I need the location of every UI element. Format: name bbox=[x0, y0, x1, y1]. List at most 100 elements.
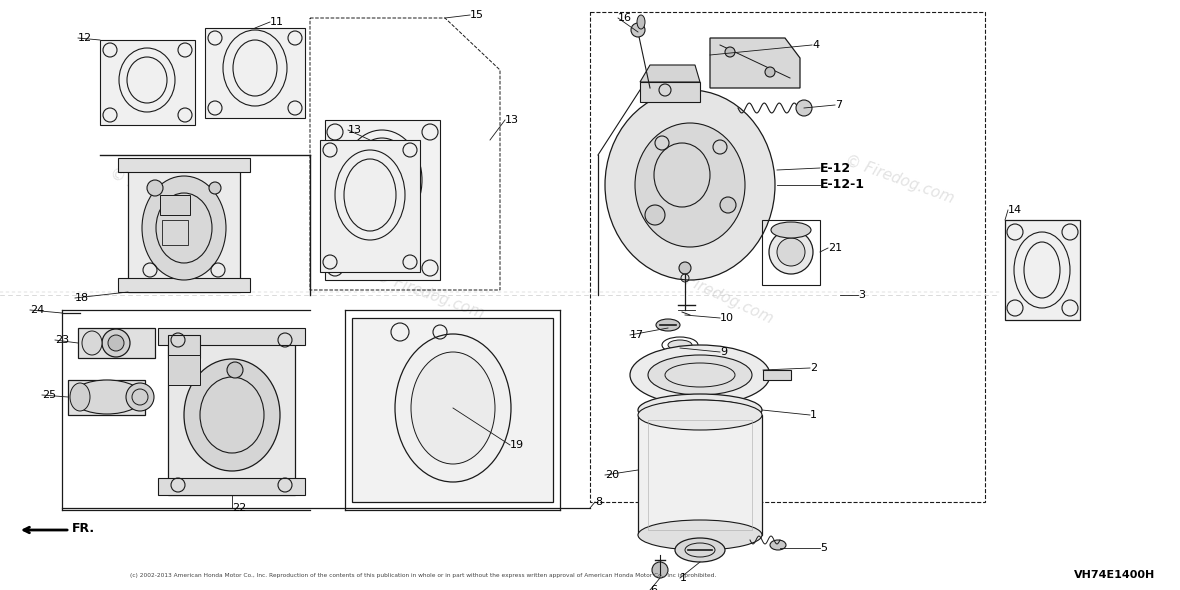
Ellipse shape bbox=[81, 331, 101, 355]
Polygon shape bbox=[68, 380, 145, 415]
Circle shape bbox=[631, 23, 645, 37]
Polygon shape bbox=[324, 120, 440, 280]
Polygon shape bbox=[168, 355, 199, 385]
Bar bbox=[638, 415, 762, 535]
Polygon shape bbox=[710, 38, 800, 88]
Polygon shape bbox=[168, 335, 295, 495]
Ellipse shape bbox=[1014, 232, 1070, 308]
Text: 25: 25 bbox=[42, 390, 57, 400]
Text: 23: 23 bbox=[55, 335, 70, 345]
Ellipse shape bbox=[184, 359, 280, 471]
Ellipse shape bbox=[637, 15, 645, 29]
Circle shape bbox=[109, 335, 124, 351]
Circle shape bbox=[227, 362, 243, 378]
Ellipse shape bbox=[411, 352, 494, 464]
Text: © Firedog.com: © Firedog.com bbox=[373, 268, 486, 322]
Text: E-12: E-12 bbox=[820, 162, 851, 175]
Ellipse shape bbox=[142, 176, 227, 280]
Text: © Firedog.com: © Firedog.com bbox=[844, 153, 957, 206]
Polygon shape bbox=[320, 140, 420, 272]
Text: 1: 1 bbox=[680, 573, 687, 583]
Ellipse shape bbox=[71, 380, 143, 414]
Text: 24: 24 bbox=[30, 305, 45, 315]
Text: 11: 11 bbox=[270, 17, 284, 27]
Ellipse shape bbox=[70, 383, 90, 411]
Text: 4: 4 bbox=[812, 40, 819, 50]
Text: (c) 2002-2013 American Honda Motor Co., Inc. Reproduction of the contents of thi: (c) 2002-2013 American Honda Motor Co., … bbox=[130, 572, 716, 578]
Text: © Firedog.com: © Firedog.com bbox=[106, 165, 214, 235]
Circle shape bbox=[765, 67, 775, 77]
Text: 5: 5 bbox=[820, 543, 827, 553]
Polygon shape bbox=[158, 328, 304, 345]
Text: 13: 13 bbox=[505, 115, 519, 125]
Text: 17: 17 bbox=[630, 330, 644, 340]
Circle shape bbox=[126, 383, 155, 411]
Text: FR.: FR. bbox=[72, 522, 96, 535]
Polygon shape bbox=[640, 82, 700, 102]
Polygon shape bbox=[352, 318, 553, 502]
Bar bbox=[648, 420, 752, 530]
Ellipse shape bbox=[119, 48, 175, 112]
Text: 14: 14 bbox=[1008, 205, 1022, 215]
Text: 15: 15 bbox=[470, 10, 484, 20]
Ellipse shape bbox=[605, 90, 775, 280]
Ellipse shape bbox=[675, 538, 725, 562]
Ellipse shape bbox=[395, 334, 511, 482]
Text: 9: 9 bbox=[720, 347, 727, 357]
Text: E-12-1: E-12-1 bbox=[820, 179, 865, 192]
Bar bbox=[590, 12, 985, 502]
Text: 6: 6 bbox=[650, 585, 657, 590]
Circle shape bbox=[725, 47, 735, 57]
Ellipse shape bbox=[638, 400, 762, 430]
Polygon shape bbox=[100, 40, 195, 125]
Text: 16: 16 bbox=[618, 13, 632, 23]
Circle shape bbox=[653, 562, 668, 578]
Text: 7: 7 bbox=[835, 100, 843, 110]
Bar bbox=[160, 195, 190, 215]
Text: VH74E1400H: VH74E1400H bbox=[1074, 570, 1155, 580]
Ellipse shape bbox=[638, 394, 762, 426]
Circle shape bbox=[645, 205, 666, 225]
Circle shape bbox=[720, 197, 736, 213]
Polygon shape bbox=[158, 478, 304, 495]
Text: 12: 12 bbox=[78, 33, 92, 43]
Ellipse shape bbox=[656, 319, 680, 331]
Bar bbox=[763, 370, 791, 380]
Text: 8: 8 bbox=[595, 497, 602, 507]
Ellipse shape bbox=[638, 520, 762, 550]
Circle shape bbox=[776, 238, 805, 266]
Polygon shape bbox=[168, 335, 199, 358]
Circle shape bbox=[209, 182, 221, 194]
Polygon shape bbox=[118, 278, 250, 292]
Text: 2: 2 bbox=[809, 363, 817, 373]
Ellipse shape bbox=[630, 345, 771, 405]
Circle shape bbox=[148, 180, 163, 196]
Polygon shape bbox=[118, 158, 250, 172]
Text: 10: 10 bbox=[720, 313, 734, 323]
Text: 1: 1 bbox=[809, 410, 817, 420]
Ellipse shape bbox=[668, 340, 691, 350]
Text: 13: 13 bbox=[348, 125, 362, 135]
Ellipse shape bbox=[335, 150, 405, 240]
Text: 3: 3 bbox=[858, 290, 865, 300]
Ellipse shape bbox=[771, 540, 786, 550]
Text: 19: 19 bbox=[510, 440, 524, 450]
Ellipse shape bbox=[223, 30, 287, 106]
Polygon shape bbox=[205, 28, 304, 118]
Polygon shape bbox=[127, 162, 240, 292]
Circle shape bbox=[101, 329, 130, 357]
Circle shape bbox=[796, 100, 812, 116]
Polygon shape bbox=[640, 65, 700, 82]
Polygon shape bbox=[78, 328, 155, 358]
Text: © Firedog.com: © Firedog.com bbox=[664, 264, 775, 326]
Ellipse shape bbox=[648, 355, 752, 395]
Ellipse shape bbox=[635, 123, 745, 247]
Text: 22: 22 bbox=[232, 503, 247, 513]
Bar bbox=[762, 220, 820, 285]
Text: 20: 20 bbox=[605, 470, 620, 480]
Text: 21: 21 bbox=[828, 243, 843, 253]
Circle shape bbox=[769, 230, 813, 274]
Polygon shape bbox=[1005, 220, 1080, 320]
Text: 18: 18 bbox=[76, 293, 90, 303]
Ellipse shape bbox=[342, 130, 422, 230]
